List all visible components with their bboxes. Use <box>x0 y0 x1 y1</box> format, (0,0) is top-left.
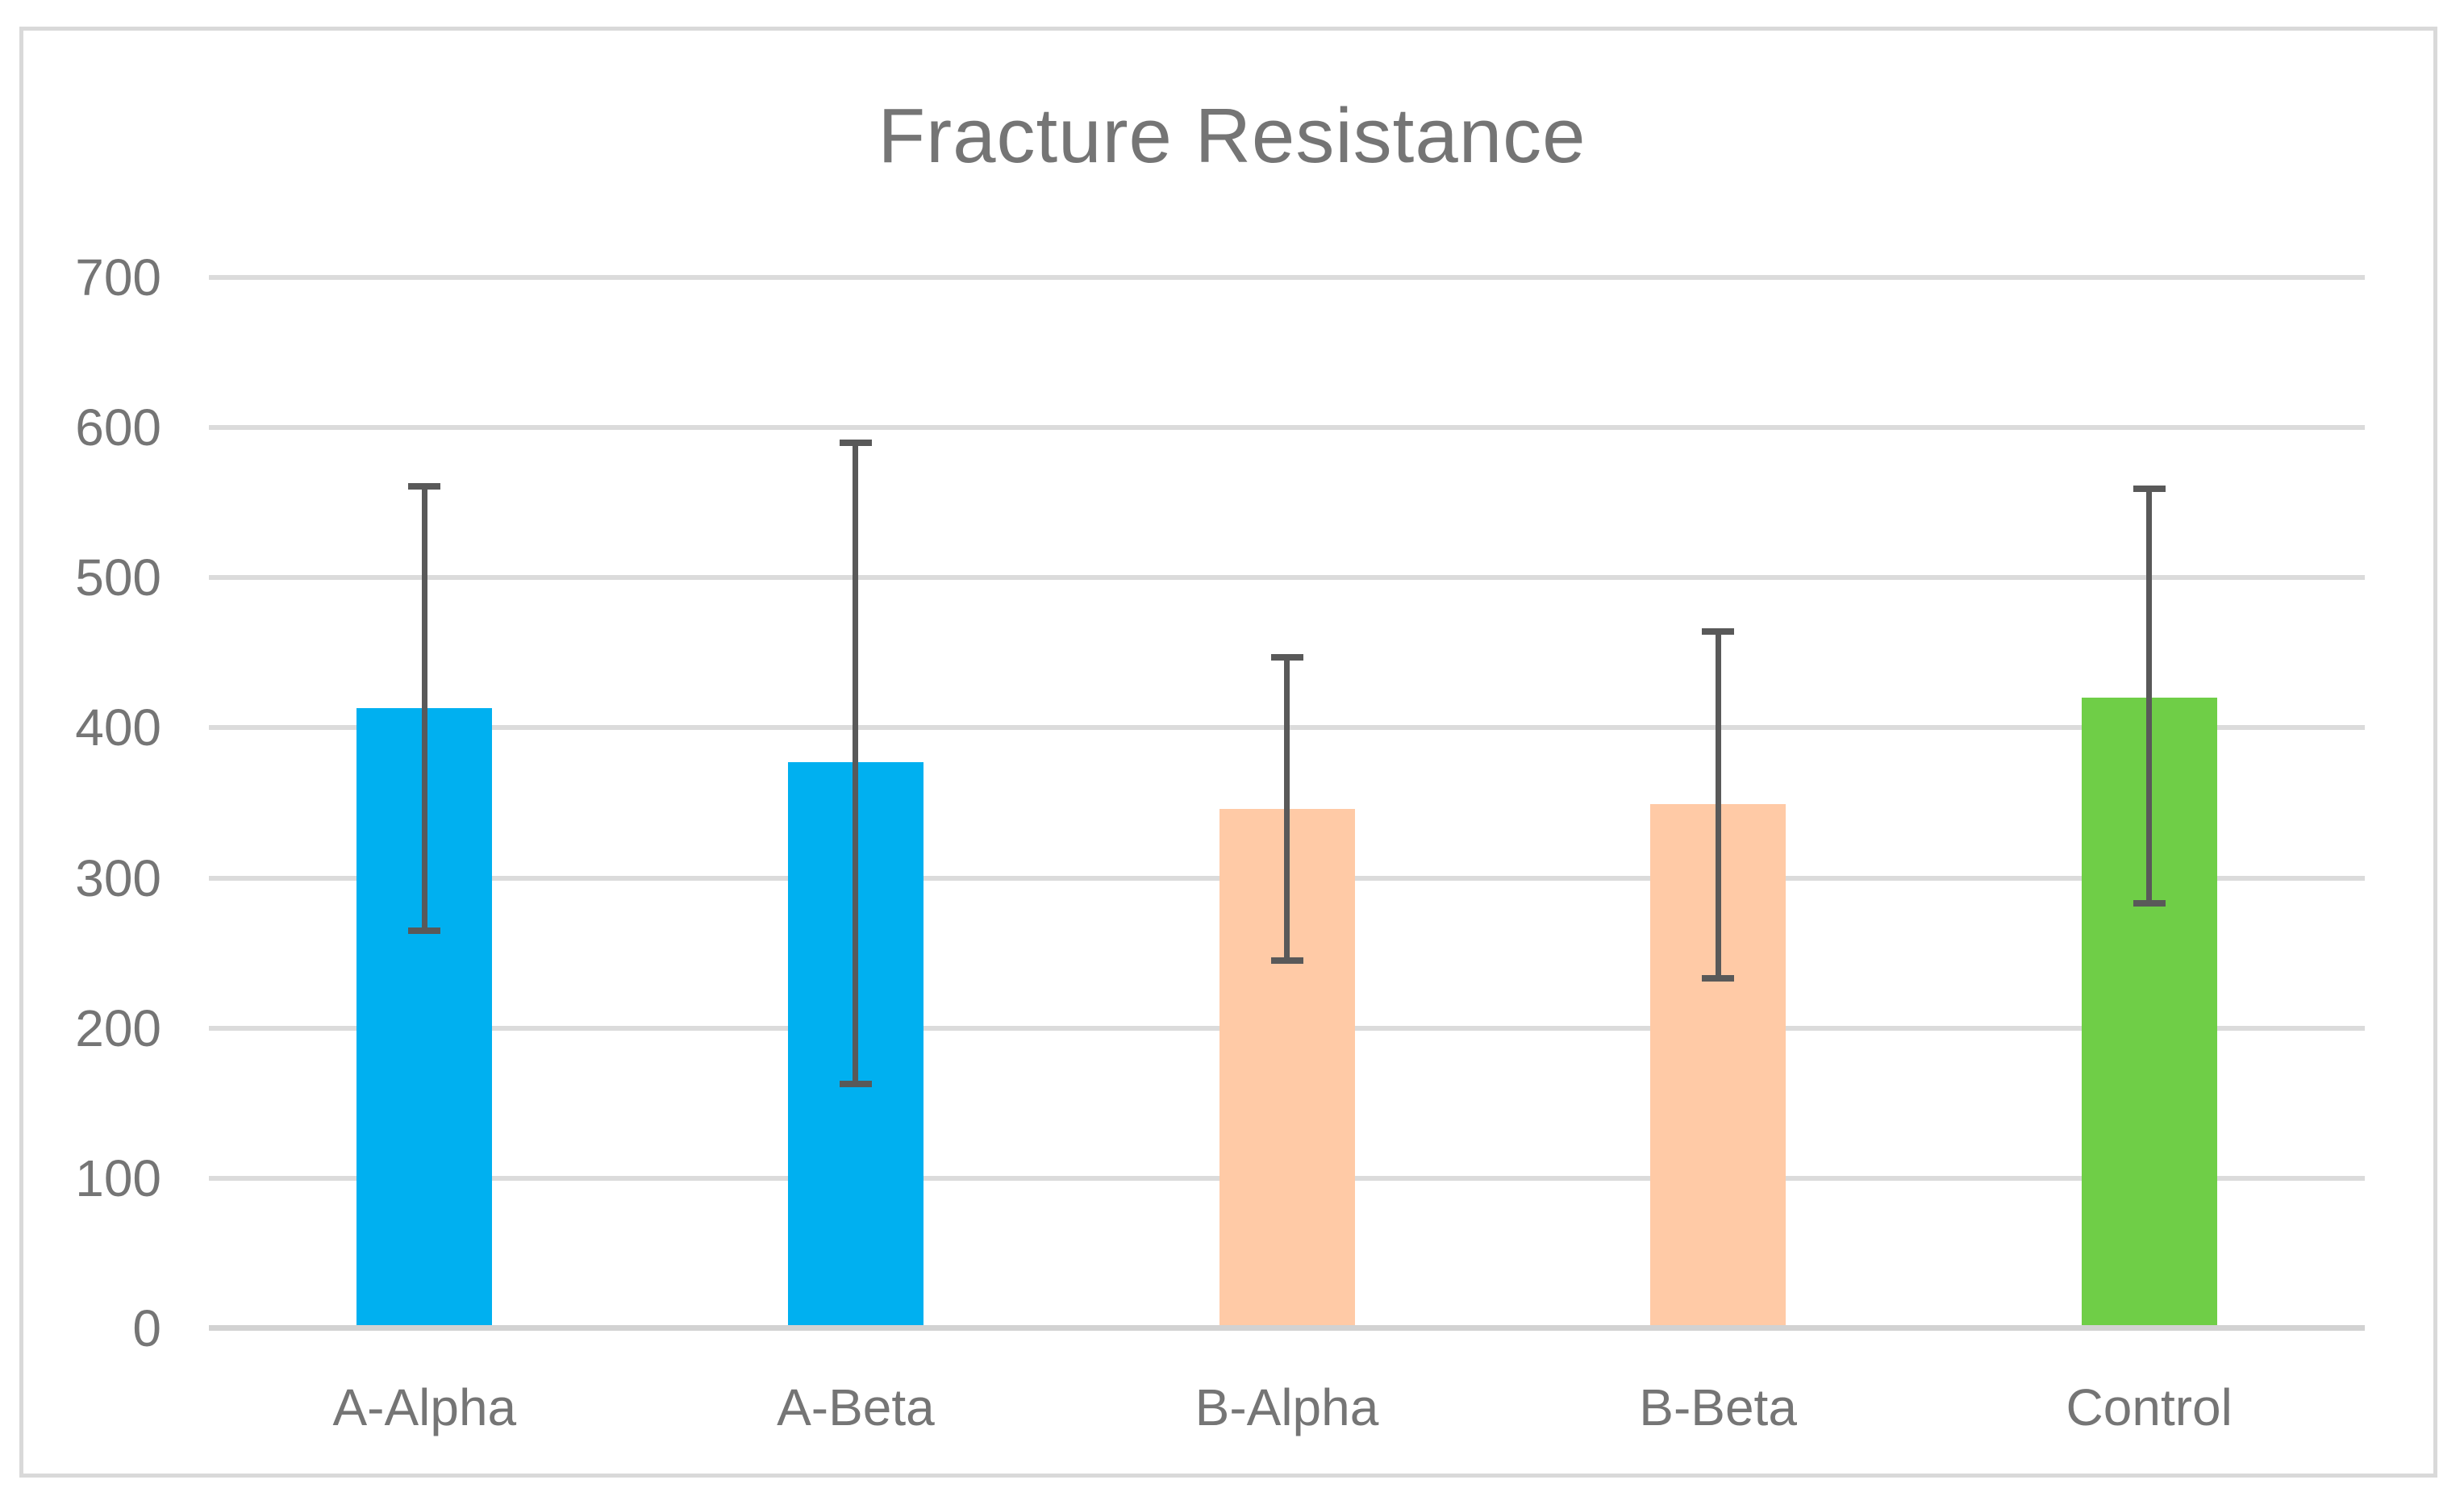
chart-title: Fracture Resistance <box>878 93 1586 179</box>
x-category-label-control: Control <box>2066 1378 2233 1436</box>
error-bar-line-a-beta <box>853 442 859 1084</box>
x-category-label-a-beta: A-Beta <box>777 1378 935 1436</box>
y-axis-tick-labels: 0 100 200 300 400 500 600 700 <box>0 251 161 1355</box>
y-tick-label-100: 100 <box>75 1148 161 1207</box>
y-tick-label-600: 600 <box>75 398 161 457</box>
x-category-label-b-beta: B-Beta <box>1639 1378 1797 1436</box>
y-tick-label-0: 0 <box>132 1299 161 1357</box>
error-bar-cap-top-a-alpha <box>408 482 441 490</box>
y-tick-label-500: 500 <box>75 548 161 607</box>
error-bar-line-a-alpha <box>421 486 427 931</box>
y-tick-label-400: 400 <box>75 698 161 757</box>
error-bar-cap-top-a-beta <box>839 439 872 446</box>
error-bar-cap-bottom-control <box>2133 900 2166 907</box>
error-bar-cap-bottom-a-beta <box>839 1080 872 1087</box>
error-bar-line-b-alpha <box>1284 657 1290 961</box>
error-bar-cap-bottom-a-alpha <box>408 927 441 934</box>
x-axis-baseline <box>209 1325 2365 1331</box>
error-bar-cap-top-b-alpha <box>1270 653 1303 661</box>
error-bar-cap-top-b-beta <box>1702 628 1735 636</box>
y-tick-label-300: 300 <box>75 848 161 907</box>
y-tick-label-200: 200 <box>75 998 161 1057</box>
plot-area <box>209 275 2365 1331</box>
error-bar-cap-bottom-b-beta <box>1702 975 1735 982</box>
x-category-label-b-alpha: B-Alpha <box>1194 1378 1379 1436</box>
y-gridline-500 <box>209 575 2365 581</box>
y-tick-label-700: 700 <box>75 248 161 306</box>
error-bar-cap-top-control <box>2133 486 2166 493</box>
error-bar-line-b-beta <box>1715 632 1721 979</box>
x-axis-category-labels: A-Alpha A-Beta B-Alpha B-Beta Control <box>209 1381 2365 1445</box>
x-category-label-a-alpha: A-Alpha <box>332 1378 517 1436</box>
error-bar-line-control <box>2146 489 2153 904</box>
y-gridline-600 <box>209 425 2365 431</box>
error-bar-cap-bottom-b-alpha <box>1270 957 1303 964</box>
y-gridline-700 <box>209 275 2365 280</box>
